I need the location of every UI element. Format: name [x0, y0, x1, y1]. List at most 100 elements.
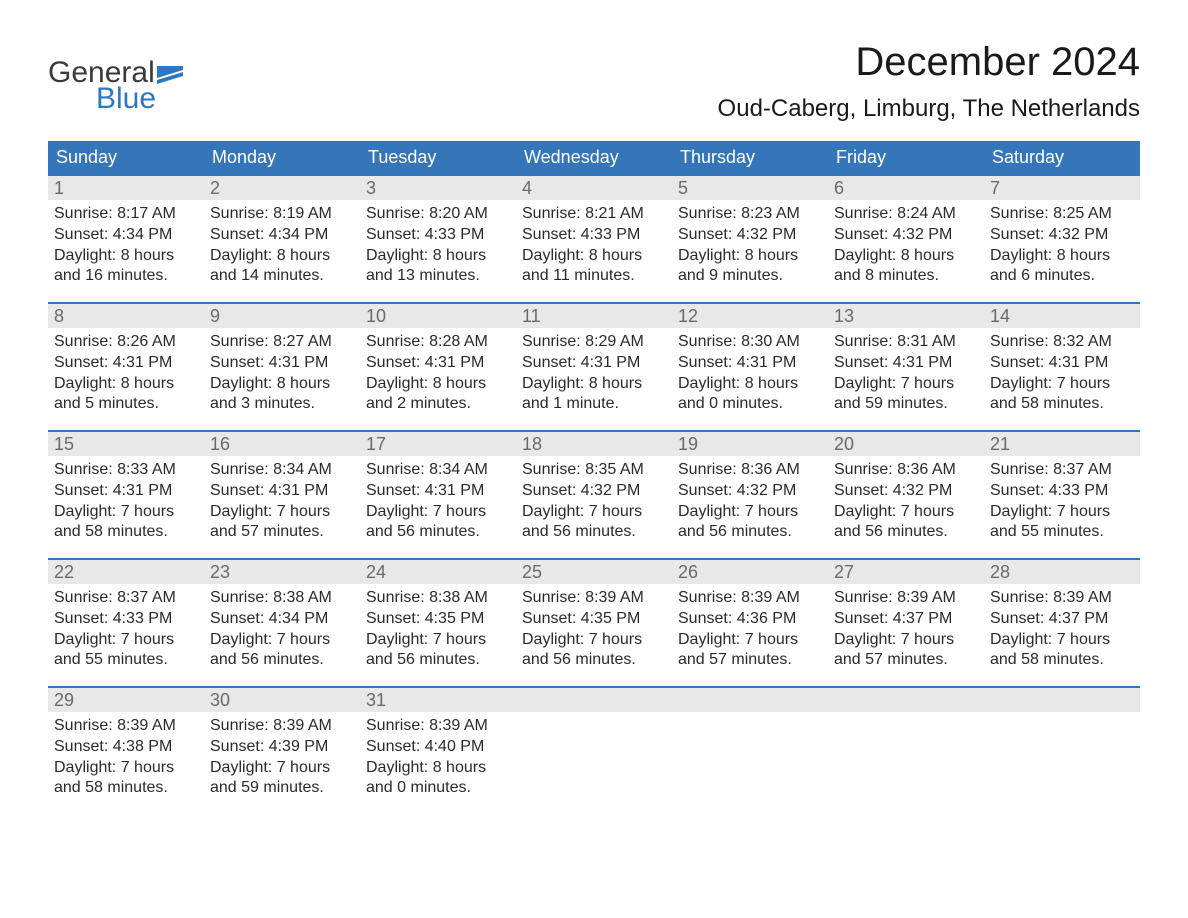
day-number: 18 [516, 432, 672, 456]
sunset-line: Sunset: 4:32 PM [678, 225, 822, 246]
day-details: Sunrise: 8:29 AMSunset: 4:31 PMDaylight:… [516, 328, 672, 425]
sunset-line: Sunset: 4:37 PM [990, 609, 1134, 630]
day-details: Sunrise: 8:26 AMSunset: 4:31 PMDaylight:… [48, 328, 204, 425]
sunrise-line: Sunrise: 8:39 AM [522, 588, 666, 609]
sunset-line: Sunset: 4:32 PM [522, 481, 666, 502]
day-cell: 9Sunrise: 8:27 AMSunset: 4:31 PMDaylight… [204, 304, 360, 430]
week-row: 15Sunrise: 8:33 AMSunset: 4:31 PMDayligh… [48, 430, 1140, 558]
daylight-line: Daylight: 7 hours and 56 minutes. [366, 630, 510, 672]
day-number: 20 [828, 432, 984, 456]
day-number: 6 [828, 176, 984, 200]
weekday-header: Sunday [48, 141, 204, 174]
day-number: 5 [672, 176, 828, 200]
day-cell: 6Sunrise: 8:24 AMSunset: 4:32 PMDaylight… [828, 176, 984, 302]
day-number: 4 [516, 176, 672, 200]
sunset-line: Sunset: 4:31 PM [678, 353, 822, 374]
day-cell: 12Sunrise: 8:30 AMSunset: 4:31 PMDayligh… [672, 304, 828, 430]
daylight-line: Daylight: 8 hours and 9 minutes. [678, 246, 822, 288]
daylight-line: Daylight: 7 hours and 56 minutes. [834, 502, 978, 544]
sunrise-line: Sunrise: 8:38 AM [210, 588, 354, 609]
day-details: Sunrise: 8:33 AMSunset: 4:31 PMDaylight:… [48, 456, 204, 553]
sunset-line: Sunset: 4:39 PM [210, 737, 354, 758]
day-cell: 19Sunrise: 8:36 AMSunset: 4:32 PMDayligh… [672, 432, 828, 558]
day-number: 7 [984, 176, 1140, 200]
day-details: Sunrise: 8:23 AMSunset: 4:32 PMDaylight:… [672, 200, 828, 297]
sunrise-line: Sunrise: 8:28 AM [366, 332, 510, 353]
day-details: Sunrise: 8:39 AMSunset: 4:37 PMDaylight:… [984, 584, 1140, 681]
weekday-header: Thursday [672, 141, 828, 174]
sunset-line: Sunset: 4:36 PM [678, 609, 822, 630]
daylight-line: Daylight: 7 hours and 57 minutes. [834, 630, 978, 672]
logo-text-blue: Blue [48, 84, 183, 114]
weekday-header: Wednesday [516, 141, 672, 174]
day-cell: 8Sunrise: 8:26 AMSunset: 4:31 PMDaylight… [48, 304, 204, 430]
sunset-line: Sunset: 4:31 PM [990, 353, 1134, 374]
day-number: 23 [204, 560, 360, 584]
daylight-line: Daylight: 8 hours and 5 minutes. [54, 374, 198, 416]
sunrise-line: Sunrise: 8:39 AM [54, 716, 198, 737]
daylight-line: Daylight: 7 hours and 59 minutes. [210, 758, 354, 800]
weekday-header: Monday [204, 141, 360, 174]
sunrise-line: Sunrise: 8:21 AM [522, 204, 666, 225]
daylight-line: Daylight: 7 hours and 56 minutes. [522, 630, 666, 672]
day-cell: 27Sunrise: 8:39 AMSunset: 4:37 PMDayligh… [828, 560, 984, 686]
day-cell: 4Sunrise: 8:21 AMSunset: 4:33 PMDaylight… [516, 176, 672, 302]
day-cell: 13Sunrise: 8:31 AMSunset: 4:31 PMDayligh… [828, 304, 984, 430]
day-cell: 30Sunrise: 8:39 AMSunset: 4:39 PMDayligh… [204, 688, 360, 814]
daylight-line: Daylight: 8 hours and 1 minute. [522, 374, 666, 416]
day-number-empty [516, 688, 672, 712]
day-number: 26 [672, 560, 828, 584]
day-details: Sunrise: 8:36 AMSunset: 4:32 PMDaylight:… [672, 456, 828, 553]
day-details: Sunrise: 8:39 AMSunset: 4:39 PMDaylight:… [204, 712, 360, 809]
week-row: 1Sunrise: 8:17 AMSunset: 4:34 PMDaylight… [48, 174, 1140, 302]
sunset-line: Sunset: 4:32 PM [678, 481, 822, 502]
day-details: Sunrise: 8:27 AMSunset: 4:31 PMDaylight:… [204, 328, 360, 425]
sunset-line: Sunset: 4:31 PM [54, 481, 198, 502]
day-cell: 29Sunrise: 8:39 AMSunset: 4:38 PMDayligh… [48, 688, 204, 814]
sunset-line: Sunset: 4:33 PM [366, 225, 510, 246]
week-row: 29Sunrise: 8:39 AMSunset: 4:38 PMDayligh… [48, 686, 1140, 814]
daylight-line: Daylight: 8 hours and 3 minutes. [210, 374, 354, 416]
day-details: Sunrise: 8:24 AMSunset: 4:32 PMDaylight:… [828, 200, 984, 297]
day-number-empty [828, 688, 984, 712]
day-details: Sunrise: 8:30 AMSunset: 4:31 PMDaylight:… [672, 328, 828, 425]
calendar-page: General Blue December 2024 Oud-Caberg, L… [0, 0, 1188, 834]
sunrise-line: Sunrise: 8:27 AM [210, 332, 354, 353]
sunrise-line: Sunrise: 8:26 AM [54, 332, 198, 353]
sunset-line: Sunset: 4:33 PM [54, 609, 198, 630]
daylight-line: Daylight: 8 hours and 16 minutes. [54, 246, 198, 288]
daylight-line: Daylight: 8 hours and 14 minutes. [210, 246, 354, 288]
week-row: 8Sunrise: 8:26 AMSunset: 4:31 PMDaylight… [48, 302, 1140, 430]
daylight-line: Daylight: 8 hours and 6 minutes. [990, 246, 1134, 288]
sunset-line: Sunset: 4:40 PM [366, 737, 510, 758]
sunset-line: Sunset: 4:31 PM [366, 481, 510, 502]
day-cell: 14Sunrise: 8:32 AMSunset: 4:31 PMDayligh… [984, 304, 1140, 430]
day-number: 8 [48, 304, 204, 328]
day-number-empty [672, 688, 828, 712]
day-cell: 10Sunrise: 8:28 AMSunset: 4:31 PMDayligh… [360, 304, 516, 430]
sunrise-line: Sunrise: 8:30 AM [678, 332, 822, 353]
day-details: Sunrise: 8:39 AMSunset: 4:35 PMDaylight:… [516, 584, 672, 681]
sunrise-line: Sunrise: 8:39 AM [990, 588, 1134, 609]
day-cell: 31Sunrise: 8:39 AMSunset: 4:40 PMDayligh… [360, 688, 516, 814]
sunrise-line: Sunrise: 8:34 AM [366, 460, 510, 481]
day-details: Sunrise: 8:19 AMSunset: 4:34 PMDaylight:… [204, 200, 360, 297]
day-number: 13 [828, 304, 984, 328]
day-number: 19 [672, 432, 828, 456]
sunrise-line: Sunrise: 8:37 AM [990, 460, 1134, 481]
sunset-line: Sunset: 4:37 PM [834, 609, 978, 630]
sunset-line: Sunset: 4:34 PM [210, 225, 354, 246]
daylight-line: Daylight: 7 hours and 56 minutes. [678, 502, 822, 544]
day-details: Sunrise: 8:38 AMSunset: 4:34 PMDaylight:… [204, 584, 360, 681]
daylight-line: Daylight: 8 hours and 11 minutes. [522, 246, 666, 288]
sunrise-line: Sunrise: 8:35 AM [522, 460, 666, 481]
day-number: 1 [48, 176, 204, 200]
day-number: 12 [672, 304, 828, 328]
day-cell: 28Sunrise: 8:39 AMSunset: 4:37 PMDayligh… [984, 560, 1140, 686]
sunset-line: Sunset: 4:32 PM [834, 225, 978, 246]
sunrise-line: Sunrise: 8:29 AM [522, 332, 666, 353]
day-number: 2 [204, 176, 360, 200]
sunset-line: Sunset: 4:38 PM [54, 737, 198, 758]
sunset-line: Sunset: 4:33 PM [990, 481, 1134, 502]
day-cell: 20Sunrise: 8:36 AMSunset: 4:32 PMDayligh… [828, 432, 984, 558]
